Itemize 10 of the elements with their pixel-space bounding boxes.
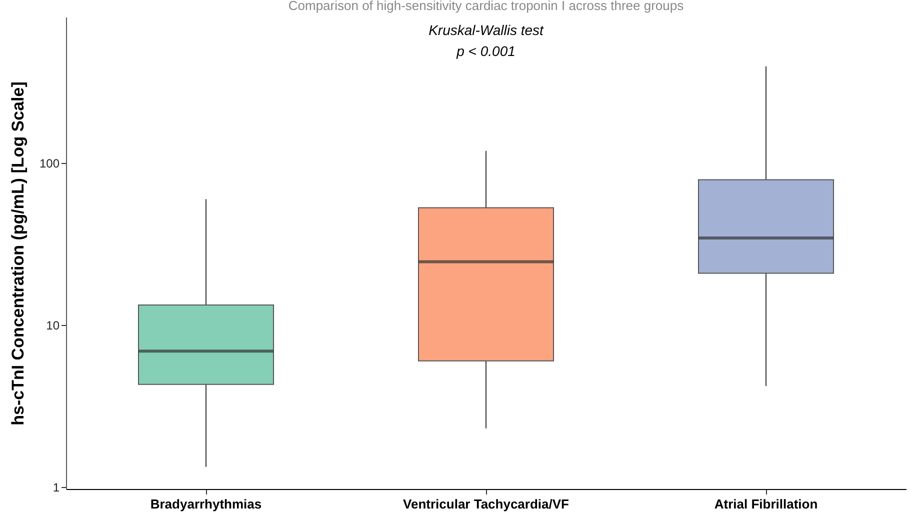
chart-title: Comparison of high-sensitivity cardiac troponin I across three groups — [288, 0, 684, 13]
x-tick-label: Bradyarrhythmias — [150, 496, 262, 512]
annotation: Kruskal-Wallis test — [428, 22, 545, 38]
y-tick-label: 10 — [46, 318, 60, 333]
y-tick-label: 1 — [52, 480, 60, 494]
x-tick-label: Atrial Fibrillation — [714, 496, 818, 512]
x-tick-label: Ventricular Tachycardia/VF — [403, 496, 570, 512]
y-tick-label: 100 — [39, 156, 60, 171]
annotation: p < 0.001 — [456, 43, 516, 59]
y-axis-title: hs-cTnI Concentration (pg/mL) [Log Scale] — [8, 82, 28, 426]
